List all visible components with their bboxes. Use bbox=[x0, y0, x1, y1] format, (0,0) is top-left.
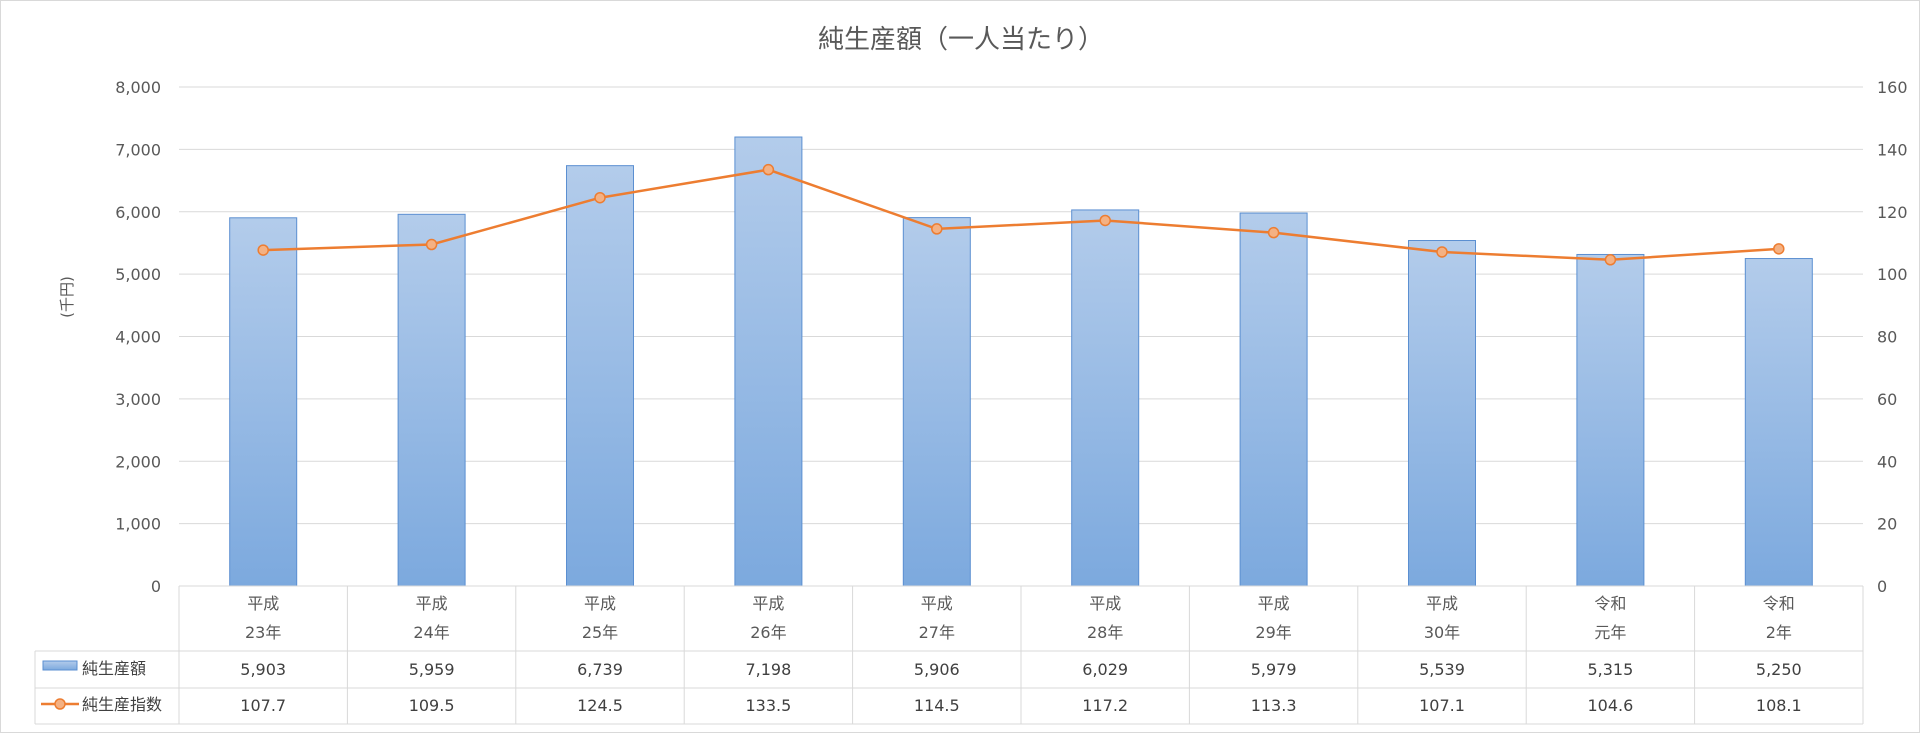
bar-value-cell: 6,739 bbox=[577, 660, 623, 679]
bar-mark bbox=[1071, 209, 1140, 587]
line-value-cell: 104.6 bbox=[1587, 696, 1633, 715]
x-category-label: 元年 bbox=[1594, 623, 1626, 642]
x-category-label: 2年 bbox=[1766, 623, 1792, 642]
bar-value-cell: 7,198 bbox=[745, 660, 791, 679]
x-category-label: 29年 bbox=[1255, 623, 1291, 642]
line-point bbox=[594, 191, 606, 204]
y-right-tick-label: 60 bbox=[1877, 390, 1897, 409]
bar-value-cell: 5,539 bbox=[1419, 660, 1465, 679]
y-right-tick-label: 40 bbox=[1877, 452, 1897, 471]
line-point bbox=[425, 238, 438, 251]
legend-bar-swatch bbox=[42, 660, 78, 671]
x-category-label: 23年 bbox=[245, 623, 281, 642]
bar-series bbox=[229, 136, 1813, 587]
bar-mark bbox=[902, 217, 971, 587]
x-category-label: 24年 bbox=[413, 623, 449, 642]
line-value-cell: 107.7 bbox=[240, 696, 286, 715]
x-category-label: 令和 bbox=[1594, 594, 1626, 613]
y-left-tick-label: 3,000 bbox=[115, 390, 161, 409]
x-category-label: 平成 bbox=[1089, 594, 1121, 613]
x-category-label: 平成 bbox=[1258, 594, 1290, 613]
line-point bbox=[1436, 246, 1448, 258]
line-value-cell: 107.1 bbox=[1419, 696, 1465, 715]
x-category-label: 令和 bbox=[1763, 594, 1795, 613]
bar-value-cell: 5,906 bbox=[914, 660, 960, 679]
y-left-tick-label: 0 bbox=[151, 577, 161, 596]
index-line bbox=[263, 168, 1779, 262]
line-value-cell: 117.2 bbox=[1082, 696, 1128, 715]
x-category-label: 平成 bbox=[921, 594, 953, 613]
line-value-cell: 124.5 bbox=[577, 696, 623, 715]
bar-mark bbox=[397, 213, 466, 587]
x-category-label: 30年 bbox=[1424, 623, 1460, 642]
x-category-label: 27年 bbox=[919, 623, 955, 642]
data-table: 平成 23年 5,903 107.7 平成 24年 5,959 109.5 平成 25年 6,739… bbox=[34, 585, 1864, 725]
bar-value-cell: 5,979 bbox=[1251, 660, 1297, 679]
bar-mark bbox=[1744, 258, 1813, 587]
y-right-tick-label: 160 bbox=[1877, 78, 1908, 97]
line-value-cell: 109.5 bbox=[409, 696, 455, 715]
y-right-tick-label: 140 bbox=[1877, 140, 1908, 159]
line-value-cell: 114.5 bbox=[914, 696, 960, 715]
bar-mark bbox=[1408, 240, 1476, 587]
y-left-tick-label: 1,000 bbox=[115, 515, 161, 534]
y-left-tick-label: 4,000 bbox=[115, 328, 161, 347]
bar-mark bbox=[566, 165, 634, 587]
x-category-label: 26年 bbox=[750, 623, 786, 642]
line-value-cell: 133.5 bbox=[745, 696, 791, 715]
x-category-label: 28年 bbox=[1087, 623, 1123, 642]
y-right-tick-label: 80 bbox=[1877, 328, 1897, 347]
bar-value-cell: 5,903 bbox=[240, 660, 286, 679]
line-point bbox=[762, 163, 775, 176]
y-left-tick-label: 2,000 bbox=[115, 452, 161, 471]
line-point bbox=[1099, 214, 1111, 227]
line-point bbox=[931, 223, 943, 235]
y-left-tick-label: 8,000 bbox=[115, 78, 161, 97]
bar-value-cell: 5,315 bbox=[1587, 660, 1633, 679]
x-category-label: 平成 bbox=[247, 594, 279, 613]
y-left-tick-label: 5,000 bbox=[115, 265, 161, 284]
y-right-tick-label: 100 bbox=[1877, 265, 1908, 284]
chart-title: 純生産額（一人当たり） bbox=[818, 25, 1104, 55]
line-point bbox=[1267, 226, 1280, 239]
line-point bbox=[257, 244, 269, 256]
bar-value-cell: 5,250 bbox=[1756, 660, 1802, 679]
bar-mark bbox=[1576, 253, 1645, 587]
x-category-label: 平成 bbox=[1426, 594, 1458, 613]
line-series bbox=[257, 163, 1785, 266]
line-value-cell: 113.3 bbox=[1251, 696, 1297, 715]
line-point bbox=[1604, 254, 1617, 266]
y-right-tick-label: 120 bbox=[1877, 203, 1908, 222]
x-category-label: 25年 bbox=[582, 623, 618, 642]
bar-value-cell: 6,029 bbox=[1082, 660, 1128, 679]
bar-mark bbox=[734, 136, 803, 587]
y-right-tick-label: 0 bbox=[1877, 577, 1887, 596]
x-category-label: 平成 bbox=[752, 594, 784, 613]
y-left-tick-label: 7,000 bbox=[115, 140, 161, 159]
legend-line-marker bbox=[54, 698, 66, 710]
bar-mark bbox=[1239, 212, 1308, 587]
legend-line-label: 純生産指数 bbox=[82, 695, 162, 714]
axes: 0 0 1,000 20 2,000 40 3,000 60 4,000 80 5,000 100 6,… bbox=[58, 78, 1908, 596]
x-category-label: 平成 bbox=[584, 594, 616, 613]
x-category-label: 平成 bbox=[416, 594, 448, 613]
line-point bbox=[1773, 243, 1785, 255]
y-axis-label: (千円) bbox=[58, 276, 76, 318]
bar-value-cell: 5,959 bbox=[409, 660, 455, 679]
bar-mark bbox=[229, 217, 298, 587]
line-value-cell: 108.1 bbox=[1756, 696, 1802, 715]
y-left-tick-label: 6,000 bbox=[115, 203, 161, 222]
legend-bar-label: 純生産額 bbox=[82, 659, 146, 678]
y-right-tick-label: 20 bbox=[1877, 515, 1897, 534]
